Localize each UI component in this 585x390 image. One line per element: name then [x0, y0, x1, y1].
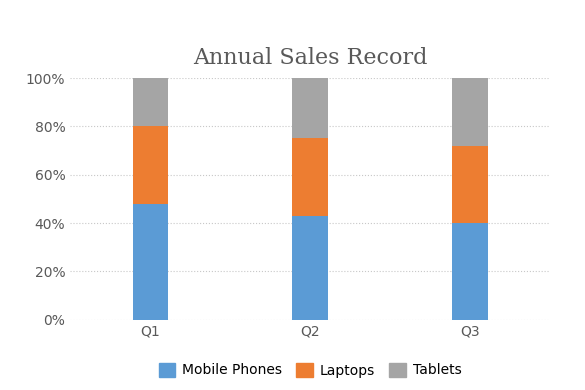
Bar — [292, 138, 328, 216]
Title: Annual Sales Record: Annual Sales Record — [193, 47, 427, 69]
Bar — [452, 78, 487, 146]
Bar — [452, 146, 487, 223]
Bar — [133, 126, 168, 204]
Bar — [133, 78, 168, 126]
Bar — [292, 78, 328, 138]
Bar — [133, 204, 168, 320]
Bar — [292, 216, 328, 320]
Legend: Mobile Phones, Laptops, Tablets: Mobile Phones, Laptops, Tablets — [153, 357, 467, 383]
Bar — [452, 223, 487, 320]
